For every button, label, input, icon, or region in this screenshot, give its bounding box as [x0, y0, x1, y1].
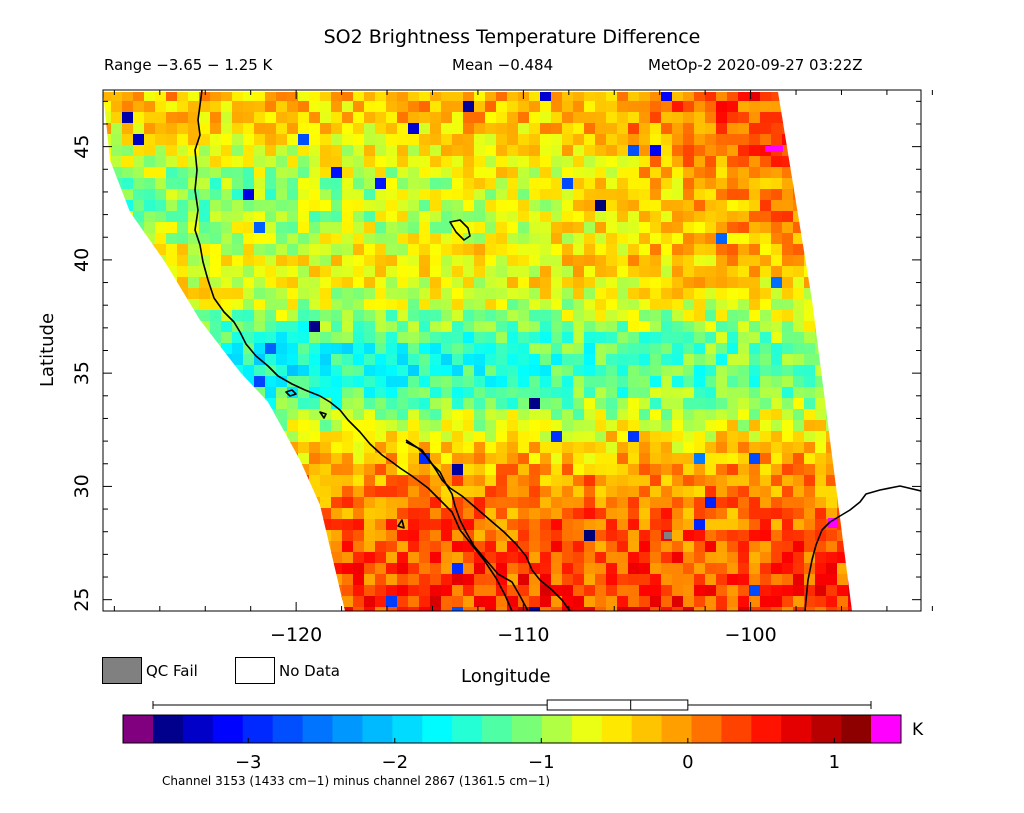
- qc-fail-label: QC Fail: [146, 662, 198, 680]
- colorbar-segment: [811, 715, 842, 743]
- colorbar-tick-label: −1: [528, 752, 555, 773]
- map-title: SO2 Brightness Temperature Difference: [323, 26, 701, 48]
- colorbar-segment: [691, 715, 722, 743]
- mean-readout: Mean −0.484: [452, 56, 554, 74]
- colorbar-segment: [781, 715, 812, 743]
- colorbar-segment: [272, 715, 304, 743]
- boxplot-box: [546, 699, 689, 711]
- colorbar-segment: [153, 715, 184, 743]
- colorbar-segment: [721, 715, 752, 743]
- colorbar-segment: [751, 715, 782, 743]
- y-tick-label: 40: [71, 248, 93, 272]
- colorbar-segment: [302, 715, 333, 743]
- y-tick-label: 30: [71, 474, 93, 498]
- colorbar-segment: [422, 715, 453, 743]
- x-tick-label: −120: [270, 624, 322, 646]
- colorbar-segment: [212, 715, 244, 743]
- colorbar-tick-label: −2: [382, 752, 409, 773]
- colorbar-segment: [571, 715, 603, 743]
- baja-island: [397, 519, 405, 529]
- colorbar-segment: [541, 715, 573, 743]
- colorbar-tick-label: 0: [682, 752, 693, 773]
- colorbar-boxplot: [152, 699, 872, 711]
- range-readout: Range −3.65 − 1.25 K: [104, 56, 273, 74]
- colorbar-segment: [362, 715, 393, 743]
- y-axis-label: Latitude: [37, 313, 58, 387]
- over-range-pixel: [828, 518, 838, 528]
- colorbar-segment: [392, 715, 423, 743]
- qc-fail-swatch: [102, 657, 142, 684]
- satellite-timestamp: MetOp-2 2020-09-27 03:22Z: [648, 56, 863, 74]
- channel-island-1: [285, 389, 297, 397]
- colorbar-segment: [482, 715, 513, 743]
- great-salt-lake: [449, 219, 471, 241]
- y-tick-label: 35: [71, 361, 93, 385]
- qc-fail-pixel: [664, 532, 672, 539]
- colorbar-segment: [661, 715, 692, 743]
- colorbar-under: [123, 715, 153, 743]
- us-west-coast: [194, 90, 513, 611]
- y-tick-label: 45: [71, 135, 93, 159]
- no-data-swatch: [235, 657, 275, 684]
- coastline: [194, 90, 921, 611]
- over-range-pixel: [765, 146, 783, 152]
- colorbar-note: Channel 3153 (1433 cm−1) minus channel 2…: [162, 774, 551, 788]
- channel-island-2: [319, 411, 327, 419]
- x-tick-label: −100: [724, 624, 776, 646]
- gulf-coast: [804, 485, 921, 611]
- no-data-label: No Data: [279, 662, 340, 680]
- colorbar-segment: [601, 715, 633, 743]
- colorbar-segment: [512, 715, 543, 743]
- colorbar-unit: K: [912, 720, 924, 740]
- x-axis-label: Longitude: [461, 666, 551, 687]
- x-axis-ticks: −120 −110 −100: [113, 90, 933, 646]
- colorbar: [122, 714, 902, 744]
- colorbar-segment: [841, 715, 872, 743]
- colorbar-segment: [242, 715, 274, 743]
- colorbar-segment: [182, 715, 214, 743]
- colorbar-segment: [332, 715, 363, 743]
- colorbar-segment: [452, 715, 483, 743]
- colorbar-over: [871, 715, 901, 743]
- colorbar-ticks: −3 −2 −1 0 1: [235, 738, 840, 773]
- swath-data: [103, 92, 852, 611]
- y-tick-label: 25: [71, 588, 93, 612]
- y-axis-ticks: 25 30 35 40 45: [71, 100, 921, 612]
- colorbar-frame: [122, 714, 902, 744]
- x-tick-label: −110: [497, 624, 549, 646]
- colorbar-segment: [631, 715, 663, 743]
- colorbar-tick-label: −3: [235, 752, 262, 773]
- mexico-west-coast: [405, 439, 571, 611]
- colorbar-tick-label: 1: [829, 752, 840, 773]
